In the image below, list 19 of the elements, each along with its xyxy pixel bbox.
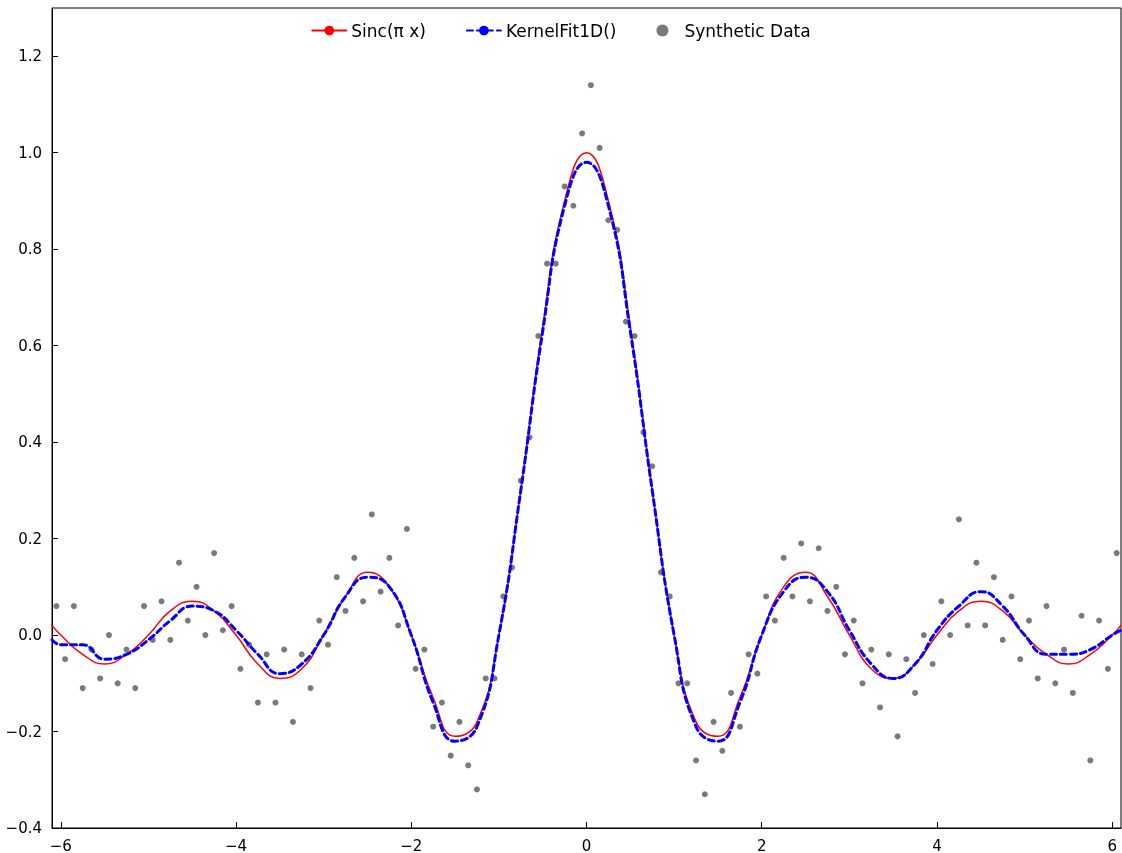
x-tick-label: −2 <box>400 836 423 853</box>
y-tick-label: 1.2 <box>18 47 42 66</box>
y-tick-label: 0.8 <box>18 240 42 259</box>
x-tick-label: −6 <box>49 836 72 853</box>
y-tick-label: 0.6 <box>18 336 42 355</box>
y-tick-label: 0.2 <box>18 529 42 548</box>
x-tick-label: 6 <box>1107 836 1118 853</box>
legend-label: Sinc(π x) <box>351 20 426 41</box>
legend-label: KernelFit1D() <box>505 20 617 41</box>
y-tick-label: 1.0 <box>18 143 42 162</box>
legend-label: Synthetic Data <box>684 20 811 41</box>
y-tick-label: −0.2 <box>5 722 42 741</box>
y-tick-label: 0.0 <box>18 626 42 645</box>
x-tick-label: 2 <box>756 836 767 853</box>
x-tick-label: 4 <box>932 836 942 853</box>
y-tick-label: −0.4 <box>5 819 42 837</box>
y-tick-label: 0.4 <box>18 433 42 452</box>
x-tick-label: −4 <box>224 836 248 853</box>
x-tick-label: 0 <box>581 836 592 853</box>
